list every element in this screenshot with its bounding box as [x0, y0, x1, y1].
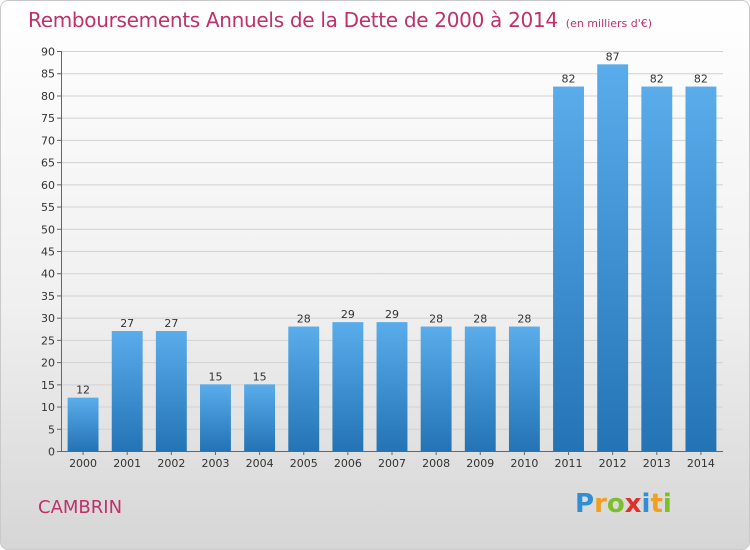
x-tick-label-2014: 2014 — [687, 457, 715, 470]
bars — [67, 64, 717, 452]
y-tick-label: 70 — [41, 134, 55, 147]
y-tick-label: 0 — [48, 446, 55, 459]
y-tick-label: 90 — [41, 46, 55, 59]
x-tick-label-2000: 2000 — [69, 457, 97, 470]
y-tick-label: 25 — [41, 334, 55, 347]
x-tick-label-2001: 2001 — [113, 457, 141, 470]
y-tick-label: 5 — [48, 423, 55, 436]
bar-2008 — [420, 326, 452, 451]
x-tick-label-2007: 2007 — [378, 457, 406, 470]
bar-2014 — [685, 86, 717, 452]
y-tick-label: 40 — [41, 268, 55, 281]
y-tick-label: 65 — [41, 157, 55, 170]
data-label-2010: 28 — [517, 313, 531, 326]
data-label-2005: 28 — [297, 313, 311, 326]
x-tick-label-2009: 2009 — [466, 457, 494, 470]
y-tick-label: 75 — [41, 112, 55, 125]
x-tick-label-2013: 2013 — [643, 457, 671, 470]
bar-2010 — [508, 326, 540, 451]
x-tick-label-2010: 2010 — [510, 457, 538, 470]
bar-2005 — [288, 326, 320, 451]
x-tick-label-2003: 2003 — [201, 457, 229, 470]
bar-2006 — [332, 322, 364, 451]
bar-2004 — [244, 384, 276, 451]
proxiti-logo: Proxiti — [575, 489, 672, 519]
city-name: CAMBRIN — [38, 497, 123, 518]
data-label-2001: 27 — [120, 317, 134, 330]
bar-2009 — [464, 326, 496, 451]
x-tick-label-2002: 2002 — [157, 457, 185, 470]
axes: 0 5 10 15 20 25 30 35 40 45 50 55 60 65 70 75 80 85 90 2000… — [41, 46, 723, 470]
data-label-2003: 15 — [208, 370, 222, 383]
x-tick-label-2012: 2012 — [599, 457, 627, 470]
bar-2003 — [200, 384, 231, 451]
bar-2013 — [641, 86, 673, 452]
y-tick-label: 55 — [41, 201, 55, 214]
logo-letter: r — [594, 489, 607, 519]
y-tick-label: 50 — [41, 223, 55, 236]
x-tick-label-2006: 2006 — [334, 457, 362, 470]
y-tick-label: 10 — [41, 401, 55, 414]
data-label-2007: 29 — [385, 308, 399, 321]
x-tick-label-2004: 2004 — [246, 457, 274, 470]
data-label-2008: 28 — [429, 313, 443, 326]
logo-letter: x — [624, 489, 642, 519]
data-label-2009: 28 — [473, 313, 487, 326]
labels: 12 27 27 15 15 28 29 29 28 28 28 82 87 82 82 — [76, 50, 708, 396]
x-tick-label-2008: 2008 — [422, 457, 450, 470]
data-label-2002: 27 — [164, 317, 178, 330]
x-tick-label-2005: 2005 — [290, 457, 318, 470]
data-label-2014: 82 — [694, 73, 708, 86]
bar-2012 — [597, 64, 629, 452]
title-unit: (en milliers d'€) — [565, 17, 653, 30]
y-tick-label: 30 — [41, 312, 55, 325]
y-tick-label: 80 — [41, 90, 55, 103]
y-tick-label: 85 — [41, 68, 55, 81]
data-label-2006: 29 — [341, 308, 355, 321]
y-tick-label: 45 — [41, 246, 55, 259]
y-tick-label: 15 — [41, 379, 55, 392]
logo-letter: o — [606, 489, 625, 519]
bar-2000 — [67, 397, 99, 451]
logo-letter: i — [662, 489, 672, 519]
bar-2001 — [111, 331, 143, 451]
bar-2011 — [553, 86, 584, 452]
data-label-2011: 82 — [562, 73, 576, 86]
data-label-2000: 12 — [76, 384, 90, 397]
logo-letter: P — [575, 489, 595, 519]
chart-title: Remboursements Annuels de la Dette de 20… — [28, 8, 652, 32]
logo-letter: i — [641, 489, 651, 519]
title-text: Remboursements Annuels de la Dette de 20… — [28, 8, 558, 32]
y-tick-label: 35 — [41, 290, 55, 303]
data-label-2012: 87 — [606, 50, 620, 63]
y-tick-label: 20 — [41, 357, 55, 370]
data-label-2004: 15 — [253, 370, 267, 383]
bar-2007 — [376, 322, 408, 451]
y-tick-label: 60 — [41, 179, 55, 192]
x-tick-label-2011: 2011 — [555, 457, 583, 470]
data-label-2013: 82 — [650, 73, 664, 86]
logo-letter: t — [650, 489, 663, 519]
bar-2002 — [155, 331, 187, 451]
